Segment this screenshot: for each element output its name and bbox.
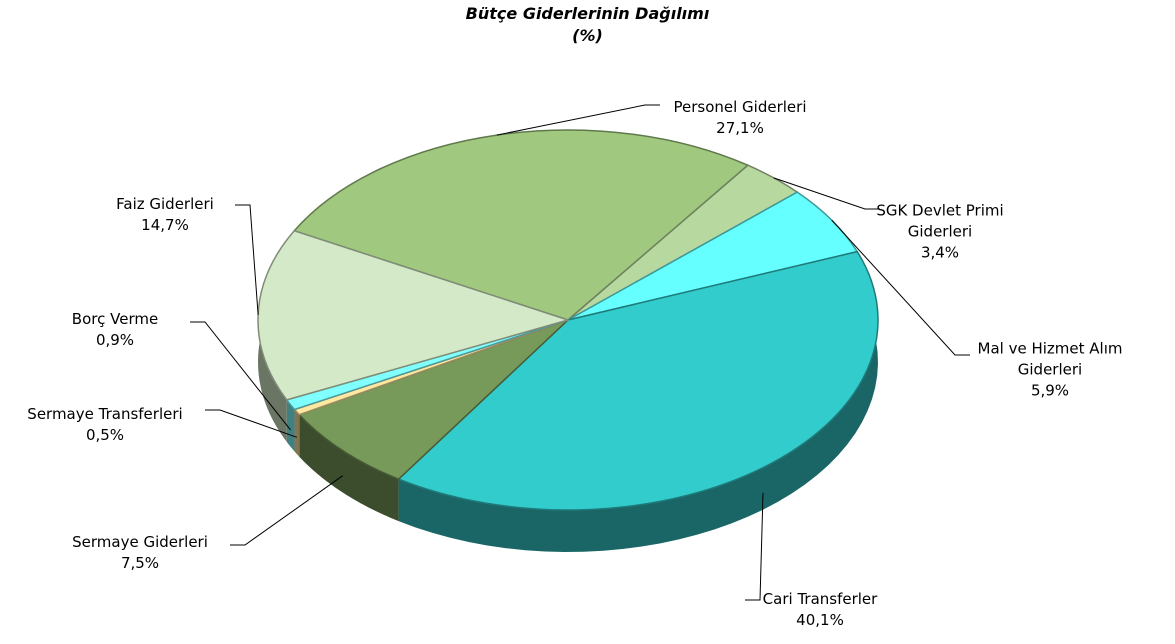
data-label: SGK Devlet Primi Giderleri 3,4% (870, 201, 1010, 264)
leader-line (235, 204, 259, 315)
chart-subtitle: (%) (572, 26, 603, 45)
value-label: 5,9% (1030, 381, 1070, 400)
slice (397, 250, 879, 511)
value-label: 40,1% (796, 611, 844, 629)
category-label: Personel Giderleri (673, 98, 807, 116)
category-label: Sermaye Giderleri (72, 533, 208, 551)
data-label: Sermaye Transferleri 0,5% (0, 404, 225, 446)
leader-line (831, 219, 970, 356)
data-label: Mal ve Hizmet Alım Giderleri 5,9% (963, 339, 1138, 402)
value-label: 0,9% (95, 331, 135, 349)
category-label: Faiz Giderleri (116, 195, 214, 213)
leader-line (773, 177, 880, 210)
data-label: Faiz Giderleri 14,7% (45, 194, 285, 236)
leader-line (230, 475, 344, 546)
value-label: 27,1% (716, 119, 764, 137)
data-label: Sermaye Giderleri 7,5% (20, 532, 260, 574)
slice (297, 319, 569, 480)
data-label: Cari Transferler 40,1% (700, 589, 940, 631)
leader-line (190, 321, 291, 431)
slice-side (294, 409, 300, 457)
slice-side (286, 399, 295, 452)
data-label: Borç Verme 0,9% (0, 309, 235, 351)
value-label: 0,5% (85, 426, 125, 444)
leader-line (745, 492, 764, 601)
category-label: Borç Verme (71, 310, 159, 328)
data-label: Personel Giderleri 27,1% (620, 97, 860, 139)
category-label: SGK Devlet Primi Giderleri (876, 201, 1004, 241)
chart-title: Bütçe Giderlerinin Dağılımı (465, 4, 710, 23)
value-label: 7,5% (120, 554, 160, 572)
slice-side (299, 414, 399, 522)
category-label: Cari Transferler (762, 590, 878, 608)
value-label: 3,4% (920, 243, 960, 262)
leader-line (496, 104, 660, 136)
slice-side (398, 251, 878, 552)
value-label: 14,7% (141, 216, 189, 234)
leader-line (205, 409, 298, 438)
category-label: Sermaye Transferleri (27, 405, 183, 423)
category-label: Mal ve Hizmet Alım Giderleri (977, 339, 1123, 379)
